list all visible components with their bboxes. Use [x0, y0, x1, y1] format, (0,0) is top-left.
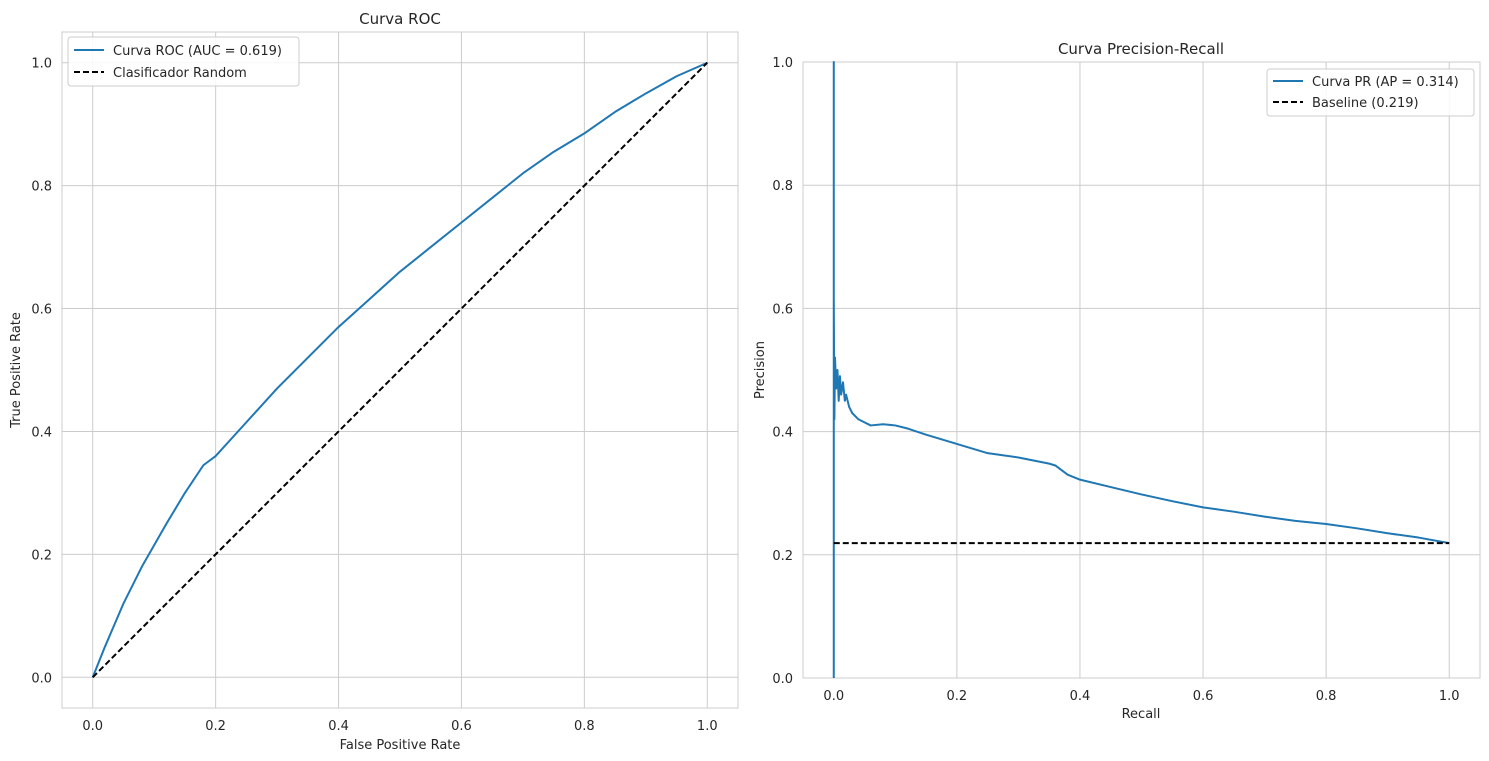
roc-series-layer — [91, 61, 708, 678]
pr-y-tick-label: 1.0 — [772, 56, 793, 71]
pr-title: Curva Precision-Recall — [1058, 40, 1224, 58]
roc-y-tick-label: 0.2 — [31, 548, 52, 563]
roc-y-tick-label: 0.4 — [31, 425, 52, 440]
pr-y-tick-label: 0.2 — [772, 549, 793, 564]
roc-x-tick-label: 0.2 — [205, 719, 226, 734]
pr-chart: 0.0 0.2 0.4 0.6 0.8 1.0 0.0 0.2 0.4 0.6 0.8 1.0 Cu… — [753, 40, 1481, 722]
roc-y-tick-label: 0.6 — [31, 303, 52, 318]
roc-y-tick-label: 1.0 — [31, 57, 52, 72]
roc-x-tick-label: 0.4 — [328, 719, 349, 734]
pr-x-tick-label: 1.0 — [1439, 689, 1460, 704]
pr-plot-area — [802, 61, 1481, 679]
pr-x-tick-label: 0.0 — [823, 689, 844, 704]
pr-y-tick-label: 0.0 — [772, 672, 793, 687]
pr-y-tick-labels: 0.0 0.2 0.4 0.6 0.8 1.0 — [772, 56, 793, 687]
roc-y-tick-labels: 0.0 0.2 0.4 0.6 0.8 1.0 — [31, 57, 52, 687]
pr-y-tick-label: 0.6 — [772, 302, 793, 317]
pr-y-axis-label: Precision — [753, 341, 768, 399]
roc-series-curve — [91, 61, 708, 678]
roc-x-tick-label: 0.6 — [451, 719, 472, 734]
roc-y-tick-label: 0.8 — [31, 180, 52, 195]
roc-chart: 0.0 0.2 0.4 0.6 0.8 1.0 0.0 0.2 0.4 0.6 0.8 1.0 Cu… — [9, 10, 739, 753]
roc-x-tick-label: 0.8 — [574, 719, 595, 734]
roc-x-axis-label: False Positive Rate — [340, 738, 461, 753]
roc-series-reference-line — [92, 62, 708, 678]
pr-legend-label-pr: Curva PR (AP = 0.314) — [1312, 75, 1459, 90]
pr-x-tick-labels: 0.0 0.2 0.4 0.6 0.8 1.0 — [823, 689, 1459, 704]
pr-legend-label-baseline: Baseline (0.219) — [1312, 96, 1419, 111]
pr-x-tick-label: 0.8 — [1316, 689, 1337, 704]
roc-legend-box — [67, 36, 300, 87]
roc-x-tick-labels: 0.0 0.2 0.4 0.6 0.8 1.0 — [82, 719, 717, 734]
roc-y-axis-label: True Positive Rate — [9, 312, 24, 429]
pr-x-tick-label: 0.2 — [947, 689, 968, 704]
pr-y-tick-label: 0.8 — [772, 179, 793, 194]
roc-x-tick-label: 0.0 — [82, 719, 103, 734]
roc-legend: Curva ROC (AUC = 0.619) Clasificador Ran… — [67, 36, 300, 87]
pr-series-curve — [832, 61, 1450, 678]
roc-legend-label-random: Clasificador Random — [113, 66, 247, 81]
roc-legend-label-roc: Curva ROC (AUC = 0.619) — [113, 44, 282, 59]
roc-title: Curva ROC — [359, 10, 441, 28]
roc-x-tick-label: 1.0 — [697, 719, 718, 734]
pr-series-layer — [832, 61, 1450, 678]
pr-y-tick-label: 0.4 — [772, 426, 793, 441]
roc-gridlines — [62, 32, 738, 708]
pr-x-tick-label: 0.6 — [1193, 689, 1214, 704]
pr-x-axis-label: Recall — [1122, 707, 1161, 722]
pr-legend: Curva PR (AP = 0.314) Baseline (0.219) — [1266, 68, 1475, 117]
pr-x-tick-label: 0.4 — [1070, 689, 1091, 704]
pr-legend-box — [1266, 68, 1475, 117]
roc-y-tick-label: 0.0 — [31, 671, 52, 686]
